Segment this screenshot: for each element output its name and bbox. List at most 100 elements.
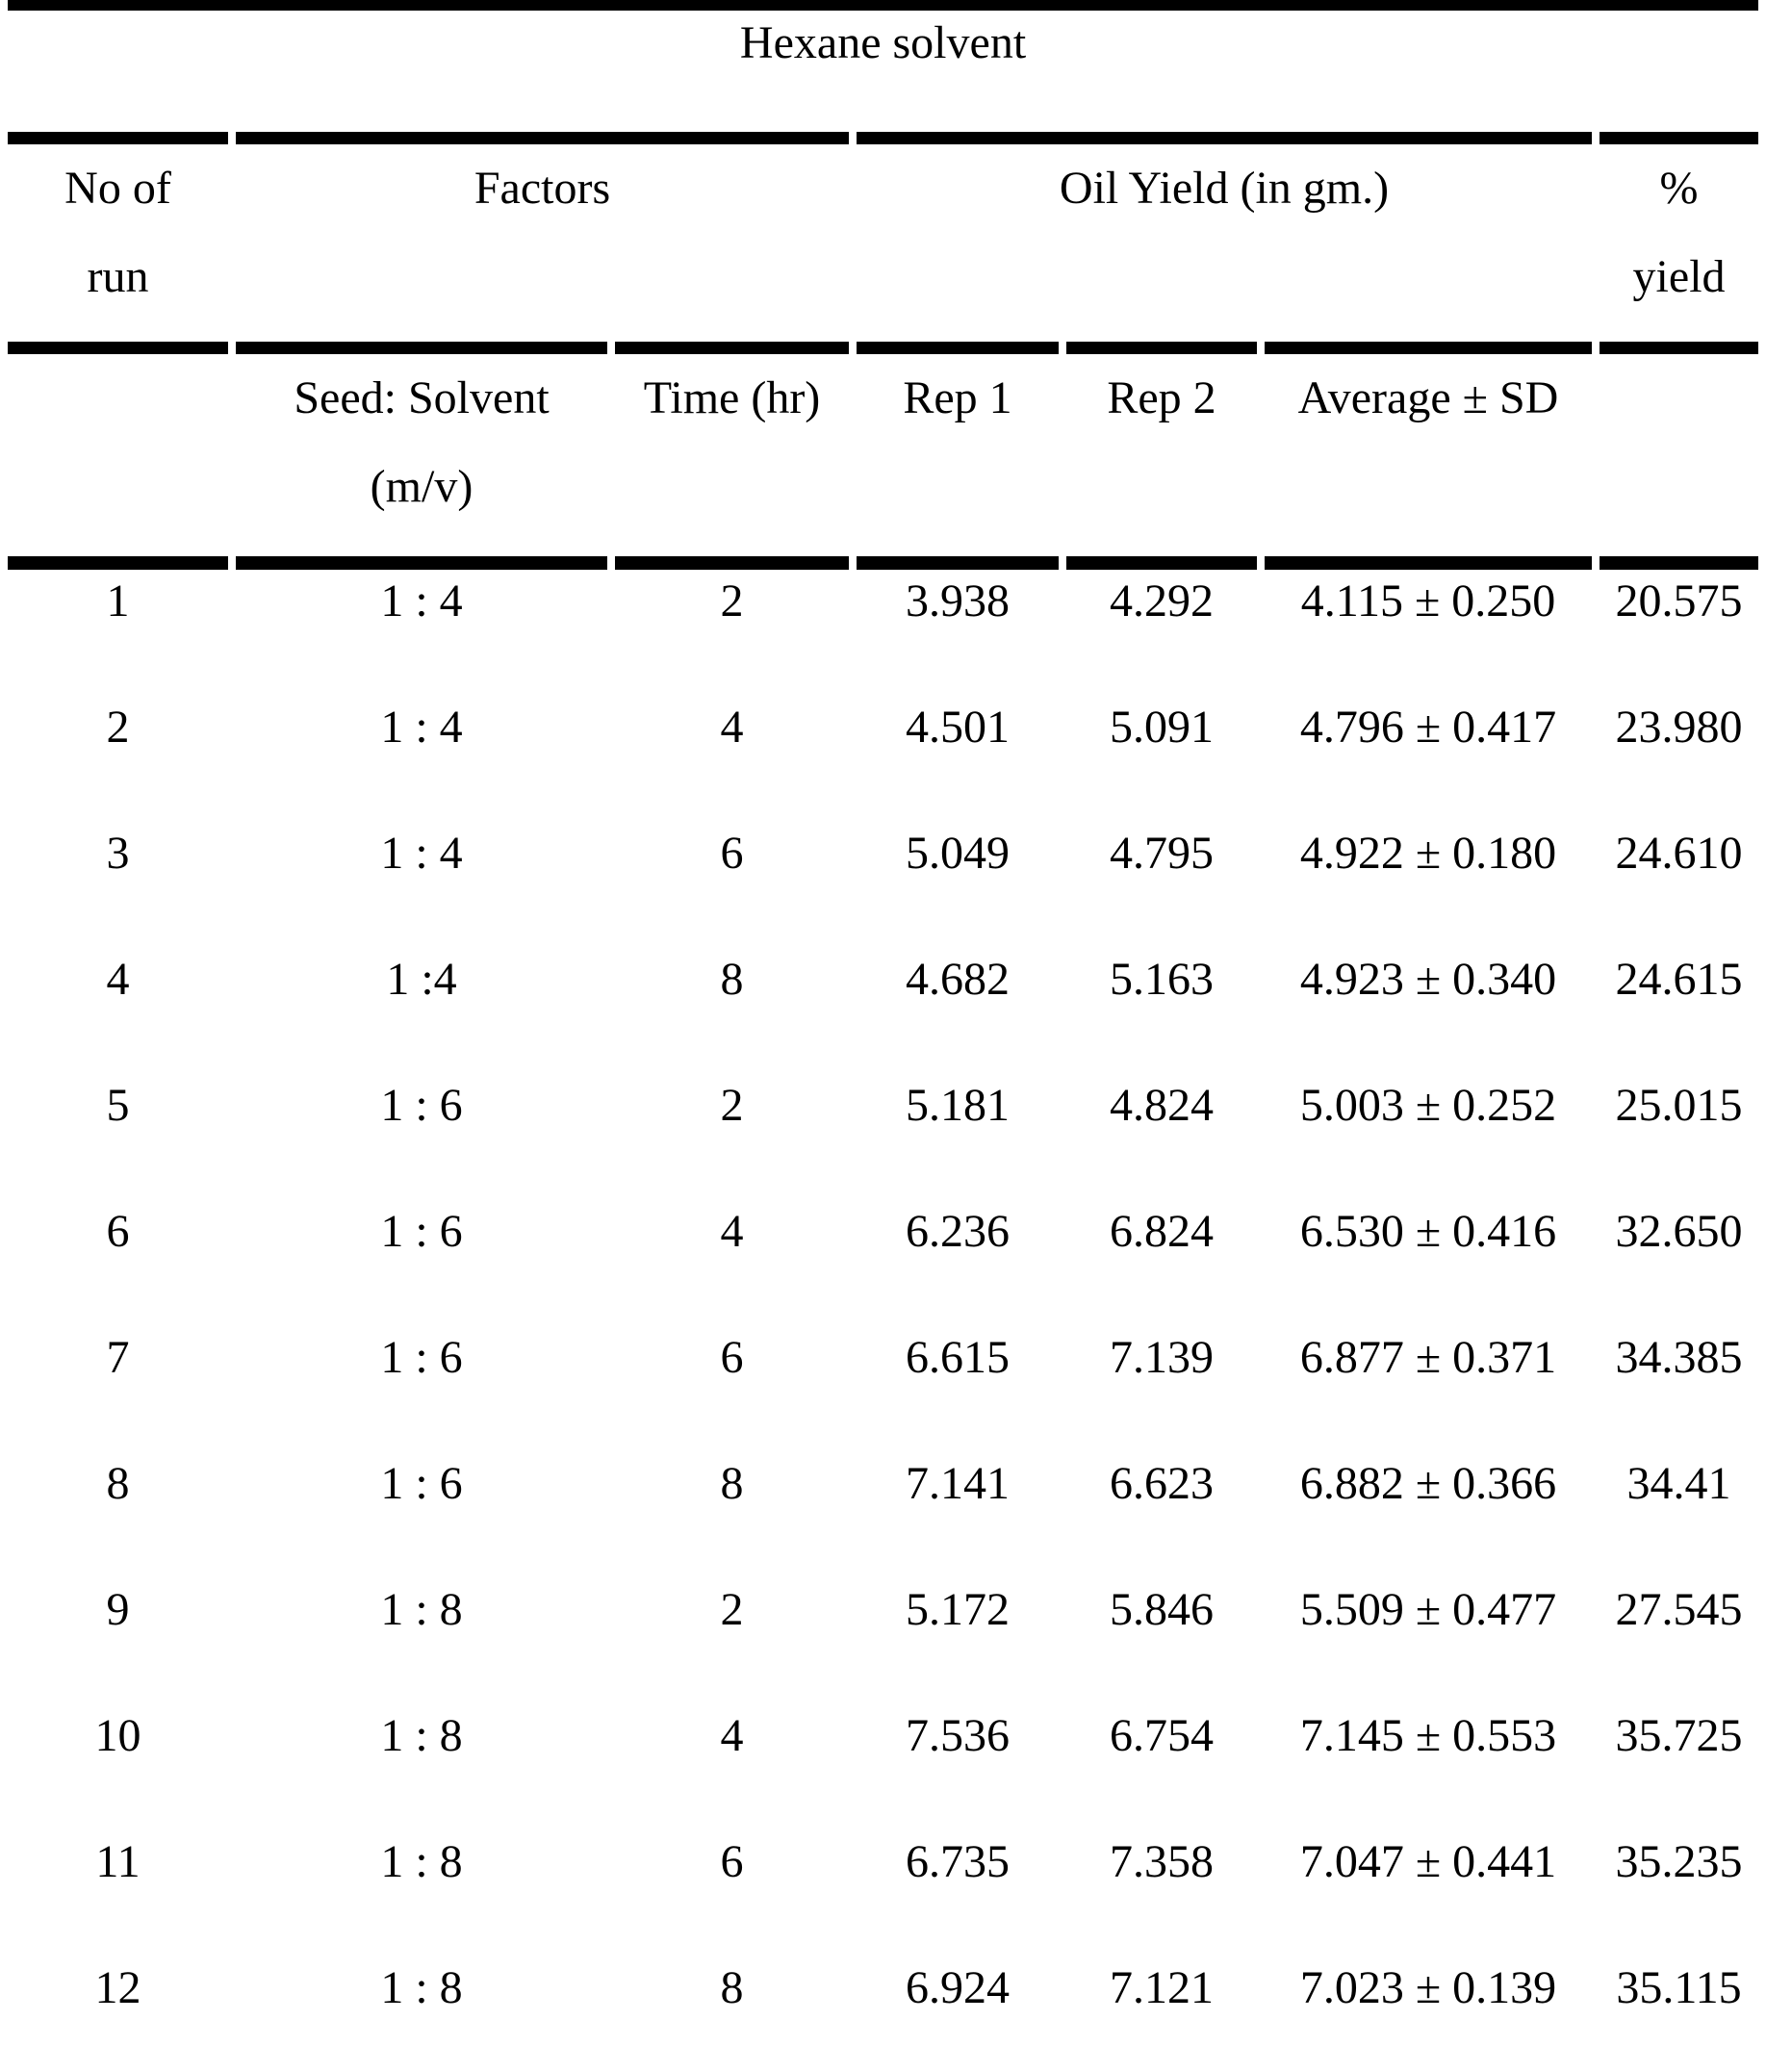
cell-avg-sd: 7.047 ± 0.441 bbox=[1299, 1836, 1557, 1887]
cell-pct-yield: 35.725 bbox=[1615, 1710, 1743, 1761]
cell-pct-yield: 23.980 bbox=[1615, 702, 1743, 753]
header-empty-right bbox=[1600, 342, 1759, 570]
table-row: 9 1 : 8 2 5.172 5.846 5.509 ± 0.477 27.5… bbox=[8, 1578, 1758, 1704]
cell-rep1: 7.141 bbox=[906, 1458, 1010, 1509]
cell-time: 8 bbox=[720, 1458, 744, 1509]
cell-rep1: 5.172 bbox=[906, 1584, 1010, 1635]
cell-avg-sd: 4.922 ± 0.180 bbox=[1299, 828, 1557, 879]
header-row-subcolumns: Seed: Solvent (m/v) Time (hr) Rep 1 Rep … bbox=[8, 342, 1759, 570]
cell-time: 8 bbox=[720, 954, 744, 1005]
header-empty-left bbox=[8, 342, 228, 570]
cell-rep2: 4.824 bbox=[1110, 1080, 1214, 1131]
cell-pct-yield: 34.41 bbox=[1626, 1458, 1731, 1509]
cell-avg-sd: 7.145 ± 0.553 bbox=[1299, 1710, 1557, 1761]
cell-time: 4 bbox=[720, 702, 744, 753]
header-oil-yield: Oil Yield (in gm.) bbox=[857, 132, 1592, 342]
table-row: 5 1 : 6 2 5.181 4.824 5.003 ± 0.252 25.0… bbox=[8, 1074, 1758, 1200]
cell-pct-yield: 35.115 bbox=[1600, 1957, 1758, 2072]
cell-time: 8 bbox=[615, 1957, 849, 2072]
cell-seed-solvent: 1 : 6 bbox=[380, 1332, 463, 1383]
table-row: 2 1 : 4 4 4.501 5.091 4.796 ± 0.417 23.9… bbox=[8, 696, 1758, 822]
cell-rep1: 4.501 bbox=[906, 702, 1010, 753]
cell-run: 4 bbox=[106, 954, 130, 1005]
table-row: 6 1 : 6 4 6.236 6.824 6.530 ± 0.416 32.6… bbox=[8, 1200, 1758, 1326]
header-no-of-run-line2: run bbox=[87, 251, 149, 303]
cell-run: 12 bbox=[8, 1957, 228, 2072]
cell-rep2: 4.795 bbox=[1110, 828, 1214, 879]
cell-rep1: 6.236 bbox=[906, 1206, 1010, 1257]
cell-rep1: 6.615 bbox=[906, 1332, 1010, 1383]
header-pct-yield-line2: yield bbox=[1632, 251, 1726, 303]
cell-avg-sd: 7.023 ± 0.139 bbox=[1265, 1957, 1592, 2072]
cell-avg-sd: 5.509 ± 0.477 bbox=[1299, 1584, 1557, 1635]
table-row: 7 1 : 6 6 6.615 7.139 6.877 ± 0.371 34.3… bbox=[8, 1326, 1758, 1452]
header-pct-yield-line1: % bbox=[1659, 163, 1699, 214]
cell-seed-solvent: 1 : 6 bbox=[380, 1458, 463, 1509]
cell-seed-solvent: 1 : 6 bbox=[380, 1206, 463, 1257]
cell-rep1: 4.682 bbox=[906, 954, 1010, 1005]
cell-seed-solvent: 1 : 8 bbox=[380, 1710, 463, 1761]
cell-run: 8 bbox=[106, 1458, 130, 1509]
cell-pct-yield: 27.545 bbox=[1615, 1584, 1743, 1635]
table-row: 10 1 : 8 4 7.536 6.754 7.145 ± 0.553 35.… bbox=[8, 1704, 1758, 1830]
cell-rep1: 5.049 bbox=[906, 828, 1010, 879]
table-row: 12 1 : 8 8 6.924 7.121 7.023 ± 0.139 35.… bbox=[8, 1957, 1758, 2072]
cell-time: 2 bbox=[720, 1584, 744, 1635]
cell-rep1: 3.938 bbox=[906, 576, 1010, 627]
cell-rep2: 4.292 bbox=[1110, 576, 1214, 627]
cell-rep2: 7.358 bbox=[1110, 1836, 1214, 1887]
cell-rep2: 6.754 bbox=[1110, 1710, 1214, 1761]
table-title: Hexane solvent bbox=[8, 0, 1759, 132]
table-row: 4 1 :4 8 4.682 5.163 4.923 ± 0.340 24.61… bbox=[8, 948, 1758, 1074]
cell-seed-solvent: 1 : 8 bbox=[380, 1584, 463, 1635]
header-no-of-run: No of run bbox=[8, 132, 228, 342]
cell-seed-solvent: 1 : 4 bbox=[380, 576, 463, 627]
cell-pct-yield: 35.235 bbox=[1615, 1836, 1743, 1887]
cell-rep2: 5.846 bbox=[1110, 1584, 1214, 1635]
table-row: 1 1 : 4 2 3.938 4.292 4.115 ± 0.250 20.5… bbox=[8, 570, 1758, 696]
title-row: Hexane solvent bbox=[8, 0, 1759, 132]
cell-rep1: 6.924 bbox=[857, 1957, 1059, 2072]
cell-seed-solvent: 1 : 6 bbox=[380, 1080, 463, 1131]
header-factors: Factors bbox=[236, 132, 849, 342]
cell-run: 1 bbox=[106, 576, 130, 627]
header-no-of-run-line1: No of bbox=[64, 163, 171, 214]
cell-time: 6 bbox=[720, 1836, 744, 1887]
cell-rep2: 5.091 bbox=[1110, 702, 1214, 753]
cell-pct-yield: 25.015 bbox=[1615, 1080, 1743, 1131]
cell-avg-sd: 5.003 ± 0.252 bbox=[1299, 1080, 1557, 1131]
cell-time: 2 bbox=[720, 576, 744, 627]
cell-rep2: 7.139 bbox=[1110, 1332, 1214, 1383]
cell-seed-solvent: 1 : 8 bbox=[380, 1836, 463, 1887]
cell-run: 6 bbox=[106, 1206, 130, 1257]
cell-avg-sd: 4.923 ± 0.340 bbox=[1299, 954, 1557, 1005]
cell-pct-yield: 20.575 bbox=[1615, 576, 1743, 627]
cell-time: 6 bbox=[720, 828, 744, 879]
cell-avg-sd: 6.530 ± 0.416 bbox=[1299, 1206, 1557, 1257]
cell-time: 6 bbox=[720, 1332, 744, 1383]
cell-seed-solvent: 1 : 8 bbox=[236, 1957, 607, 2072]
cell-rep2: 7.121 bbox=[1066, 1957, 1257, 2072]
table-row: 3 1 : 4 6 5.049 4.795 4.922 ± 0.180 24.6… bbox=[8, 822, 1758, 948]
header-seed-solvent: Seed: Solvent (m/v) bbox=[236, 342, 607, 570]
cell-pct-yield: 34.385 bbox=[1615, 1332, 1743, 1383]
table-row: 8 1 : 6 8 7.141 6.623 6.882 ± 0.366 34.4… bbox=[8, 1452, 1758, 1578]
cell-time: 2 bbox=[720, 1080, 744, 1131]
cell-pct-yield: 32.650 bbox=[1615, 1206, 1743, 1257]
cell-pct-yield: 24.615 bbox=[1615, 954, 1743, 1005]
table-row: 11 1 : 8 6 6.735 7.358 7.047 ± 0.441 35.… bbox=[8, 1830, 1758, 1957]
cell-rep2: 6.824 bbox=[1110, 1206, 1214, 1257]
cell-rep1: 7.536 bbox=[906, 1710, 1010, 1761]
header-avg-sd: Average ± SD bbox=[1265, 342, 1592, 570]
cell-seed-solvent: 1 : 4 bbox=[380, 828, 463, 879]
header-rep1: Rep 1 bbox=[857, 342, 1059, 570]
cell-avg-sd: 4.796 ± 0.417 bbox=[1299, 702, 1557, 753]
header-row-groups: No of run Factors Oil Yield (in gm.) % y… bbox=[8, 132, 1759, 342]
cell-avg-sd: 4.115 ± 0.250 bbox=[1300, 576, 1556, 627]
cell-seed-solvent: 1 :4 bbox=[386, 954, 457, 1005]
cell-pct-yield: 24.610 bbox=[1615, 828, 1743, 879]
cell-run: 11 bbox=[95, 1836, 141, 1887]
cell-avg-sd: 6.882 ± 0.366 bbox=[1299, 1458, 1557, 1509]
